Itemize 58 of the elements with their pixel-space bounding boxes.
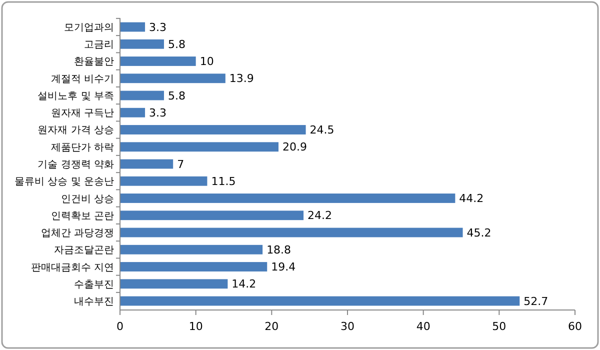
- x-tick-label: 40: [416, 320, 430, 333]
- x-tick-label: 60: [568, 320, 582, 333]
- y-tick-label: 수출부진: [74, 279, 114, 290]
- y-tick-label: 고금리: [84, 40, 114, 51]
- x-tick-label: 10: [188, 320, 203, 333]
- bar: [120, 74, 226, 84]
- bar: [120, 176, 208, 186]
- y-tick-label: 자금조달곤란: [54, 245, 114, 256]
- y-tick-label: 판매대금회수 지연: [30, 262, 114, 274]
- y-tick-label: 인건비 상승: [60, 194, 114, 205]
- data-label: 11.5: [211, 174, 236, 188]
- data-label: 24.2: [308, 209, 332, 222]
- y-tick-label: 인력확보 곤란: [50, 210, 114, 222]
- x-tick-label: 30: [340, 320, 354, 333]
- data-label: 5.8: [168, 89, 186, 102]
- x-tick-label: 0: [116, 320, 124, 333]
- y-tick-label: 기술 경쟁력 약화: [38, 160, 114, 170]
- data-label: 18.8: [266, 243, 292, 256]
- x-tick-label: 50: [492, 320, 506, 333]
- data-label: 13.9: [229, 72, 254, 86]
- y-tick-label: 물류비 상승 및 운송난: [14, 176, 114, 188]
- bar: [120, 228, 463, 238]
- bar: [120, 39, 164, 49]
- data-label: 14.2: [232, 278, 256, 291]
- y-tick-label: 모기업과의: [64, 22, 114, 34]
- data-label: 44.2: [459, 192, 484, 206]
- y-tick-label: 업체간 과당경쟁: [40, 228, 114, 240]
- bar: [120, 194, 456, 203]
- x-tick-label: 20: [264, 320, 279, 333]
- bar: [120, 279, 228, 289]
- data-label: 52.7: [524, 294, 548, 308]
- data-label: 3.3: [149, 20, 167, 34]
- y-tick-label: 원자재 구득난: [50, 108, 114, 120]
- bar: [120, 108, 146, 118]
- data-label: 3.3: [149, 106, 167, 120]
- data-label: 19.4: [271, 260, 296, 274]
- data-label: 45.2: [466, 226, 492, 240]
- y-tick-label: 설비노후 및 부족: [38, 90, 114, 102]
- data-label: 10: [200, 55, 214, 68]
- data-label: 7: [177, 158, 184, 171]
- bar: [120, 56, 196, 66]
- bar: [120, 159, 174, 169]
- y-tick-label: 제품단가 하락: [50, 142, 114, 154]
- bar: [120, 90, 164, 100]
- bar: [120, 244, 263, 254]
- bar: [120, 210, 304, 220]
- y-tick-label: 내수부진: [74, 296, 114, 308]
- y-tick-label: 환율불안: [74, 56, 114, 68]
- data-label: 5.8: [168, 38, 186, 51]
- bar: [120, 125, 306, 134]
- y-tick-label: 원자재 가격 상승: [38, 125, 114, 136]
- bar: [120, 262, 268, 272]
- data-label: 20.9: [282, 140, 307, 154]
- bar: [120, 142, 278, 152]
- data-label: 24.5: [310, 124, 334, 137]
- y-tick-label: 계절적 비수기: [50, 74, 114, 85]
- bar: [120, 22, 146, 32]
- bar: [120, 296, 520, 306]
